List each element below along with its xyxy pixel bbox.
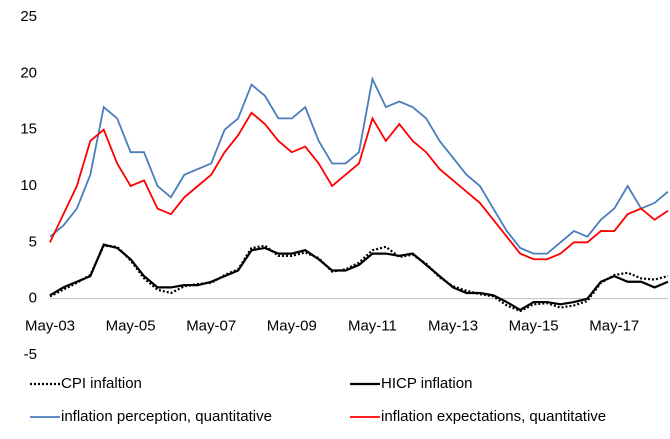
y-tick-label: 0	[29, 290, 37, 307]
x-tick-label: May-17	[589, 318, 639, 335]
series-line	[49, 76, 669, 255]
y-tick-label: 10	[20, 177, 37, 194]
y-tick-label: -5	[24, 346, 37, 363]
y-tick-label: 5	[29, 233, 37, 250]
x-tick-label: May-03	[25, 318, 75, 335]
legend-label: HICP inflation	[381, 375, 472, 392]
legend-label: inflation perception, quantitative	[61, 408, 272, 425]
series-line	[49, 244, 669, 313]
y-tick-label: 15	[20, 121, 37, 138]
x-tick-label: May-09	[267, 318, 317, 335]
legend-label: inflation expectations, quantitative	[381, 408, 606, 425]
legend-label: CPI infaltion	[61, 375, 142, 392]
x-tick-label: May-11	[348, 318, 397, 335]
series-line	[49, 243, 669, 312]
y-tick-label: 20	[20, 64, 37, 81]
x-tick-label: May-15	[509, 318, 559, 335]
series-line	[49, 111, 669, 261]
x-tick-label: May-07	[186, 318, 236, 335]
x-tick-label: May-05	[106, 318, 156, 335]
y-tick-label: 25	[20, 8, 37, 25]
x-tick-label: May-13	[428, 318, 478, 335]
